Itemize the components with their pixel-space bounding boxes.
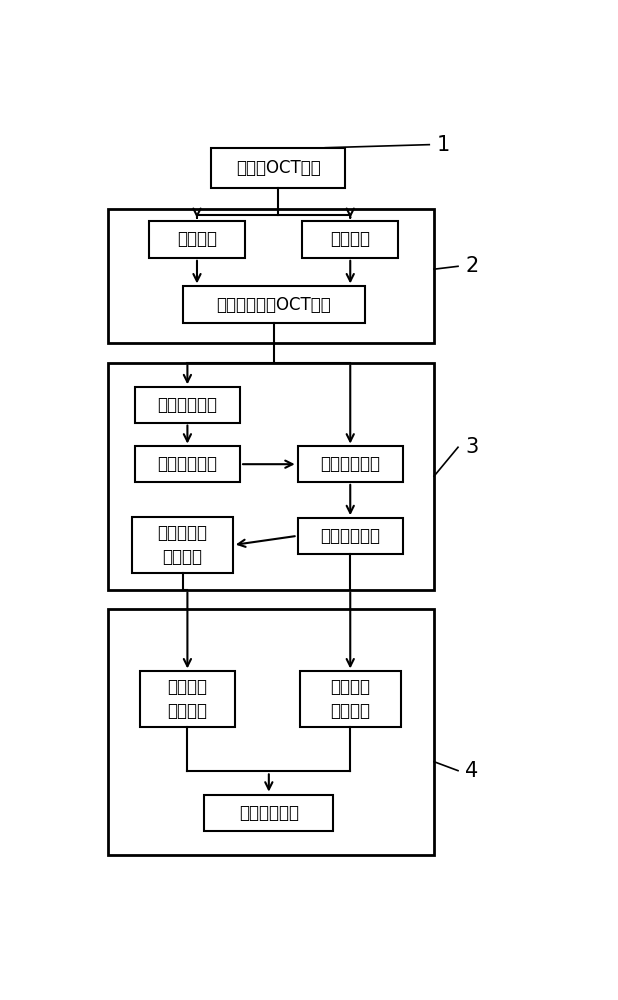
Text: 模型检测模块: 模型检测模块 xyxy=(320,455,380,473)
FancyBboxPatch shape xyxy=(204,795,334,831)
Text: 4: 4 xyxy=(465,761,478,781)
FancyBboxPatch shape xyxy=(298,446,403,482)
FancyBboxPatch shape xyxy=(211,148,345,188)
Text: 视网膜OCT数据: 视网膜OCT数据 xyxy=(236,159,321,177)
FancyBboxPatch shape xyxy=(298,518,403,554)
FancyBboxPatch shape xyxy=(132,517,233,573)
FancyBboxPatch shape xyxy=(302,221,398,258)
FancyBboxPatch shape xyxy=(135,387,240,423)
Text: 诊断报告输出: 诊断报告输出 xyxy=(239,804,299,822)
Text: 高质量视网膜OCT图像: 高质量视网膜OCT图像 xyxy=(216,296,331,314)
Text: 3: 3 xyxy=(465,437,478,457)
Text: 图像去噪: 图像去噪 xyxy=(177,230,217,248)
Text: 1: 1 xyxy=(436,135,450,155)
FancyBboxPatch shape xyxy=(140,671,235,727)
FancyBboxPatch shape xyxy=(135,446,240,482)
FancyBboxPatch shape xyxy=(149,221,245,258)
Text: 2: 2 xyxy=(465,256,478,276)
Text: 模型训练模块: 模型训练模块 xyxy=(158,455,218,473)
FancyBboxPatch shape xyxy=(183,286,365,323)
Text: 数据扩增模块: 数据扩增模块 xyxy=(158,396,218,414)
Text: 图像增强: 图像增强 xyxy=(330,230,370,248)
Text: 视网膜信息
量化模块: 视网膜信息 量化模块 xyxy=(158,524,208,566)
Text: 医生手动
输入模块: 医生手动 输入模块 xyxy=(167,678,208,720)
Text: 病变图像序列: 病变图像序列 xyxy=(320,527,380,545)
FancyBboxPatch shape xyxy=(300,671,400,727)
Text: 模型检测
结果模块: 模型检测 结果模块 xyxy=(330,678,370,720)
